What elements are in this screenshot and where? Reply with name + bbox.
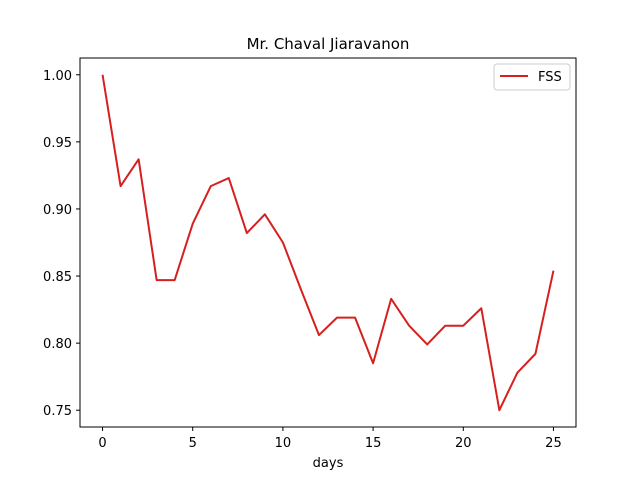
- legend-label-fss: FSS: [538, 70, 562, 85]
- x-tick-label: 25: [545, 436, 562, 451]
- legend: FSS: [493, 63, 571, 91]
- x-axis-label: days: [313, 456, 344, 471]
- y-tick-label: 0.95: [43, 136, 72, 151]
- axes-frame: [79, 57, 577, 428]
- chart-title: Mr. Chaval Jiaravanon: [247, 35, 410, 53]
- x-tick-label: 15: [365, 436, 382, 451]
- plot-area: [101, 74, 555, 412]
- x-tick-label: 20: [455, 436, 472, 451]
- x-tick-label: 0: [98, 436, 106, 451]
- y-tick-label: 0.80: [43, 337, 72, 352]
- x-tick-label: 10: [275, 436, 292, 451]
- series-line-fss: [101, 74, 555, 412]
- y-tick-label: 0.75: [43, 404, 72, 419]
- y-tick-label: 0.90: [43, 203, 72, 218]
- x-axis: 0 5 10 15 20 25: [98, 427, 562, 451]
- y-axis: 0.75 0.80 0.85 0.90 0.95 1.00: [43, 69, 80, 419]
- y-tick-label: 0.85: [43, 270, 72, 285]
- y-tick-label: 1.00: [43, 69, 72, 84]
- legend-box: [493, 63, 571, 91]
- x-tick-label: 5: [189, 436, 197, 451]
